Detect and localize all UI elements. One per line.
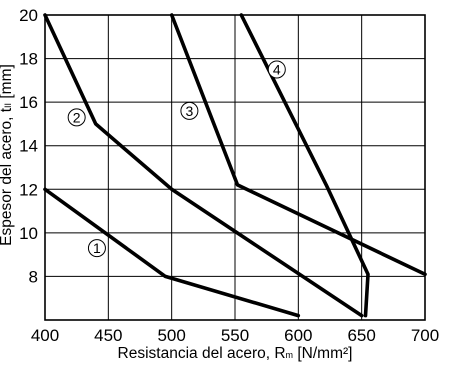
series-marker-circle-1 — [87, 239, 106, 258]
series-line-4 — [239, 13, 370, 318]
series-layer — [43, 13, 427, 318]
series-marker-circle-4 — [267, 60, 286, 79]
x-axis-title-unit: [N/mm²] — [293, 345, 352, 362]
x-tick-label-700: 700 — [411, 326, 439, 345]
grid — [45, 15, 425, 320]
x-axis-title: Resistancia del acero, Rm [N/mm²] — [118, 345, 353, 362]
series-marker-label-2: 2 — [73, 109, 81, 125]
series-line-3 — [169, 13, 427, 277]
x-tick-label-450: 450 — [94, 326, 122, 345]
y-axis-title-sub: II — [3, 103, 13, 108]
series-line-2 — [43, 13, 364, 318]
series-marker-label-1: 1 — [93, 240, 101, 256]
y-axis-title-unit: [mm] — [0, 64, 15, 103]
series-marker-4: 4 — [267, 60, 286, 79]
series-marker-circle-2 — [67, 108, 86, 127]
series-marker-1: 1 — [87, 239, 106, 258]
series-line-1 — [43, 187, 301, 318]
x-tick-label-500: 500 — [157, 326, 185, 345]
y-tick-label-18: 18 — [19, 50, 38, 69]
plot-frame — [44, 14, 426, 321]
y-tick-label-16: 16 — [19, 93, 38, 112]
series-marker-3: 3 — [180, 101, 199, 120]
y-tick-label-14: 14 — [19, 137, 38, 156]
series-marker-label-4: 4 — [273, 61, 281, 77]
series-marker-2: 2 — [67, 108, 86, 127]
x-tick-label-400: 400 — [31, 326, 59, 345]
series-marker-circle-3 — [180, 101, 199, 120]
y-tick-label-20: 20 — [19, 6, 38, 25]
y-tick-label-12: 12 — [19, 180, 38, 199]
x-tick-label-550: 550 — [221, 326, 249, 345]
x-axis-title-sub: m — [286, 350, 294, 360]
y-axis-title: Espesor del acero, tII [mm] — [0, 64, 15, 246]
x-axis-title-main: Resistancia del acero, R — [118, 345, 286, 362]
x-tick-label-650: 650 — [347, 326, 375, 345]
x-tick-label-600: 600 — [284, 326, 312, 345]
y-tick-label-10: 10 — [19, 224, 38, 243]
y-tick-label-8: 8 — [29, 267, 38, 286]
series-marker-label-3: 3 — [186, 103, 194, 119]
marker-layer: 1 2 3 4 — [67, 60, 286, 258]
y-axis-title-main: Espesor del acero, t — [0, 107, 15, 246]
